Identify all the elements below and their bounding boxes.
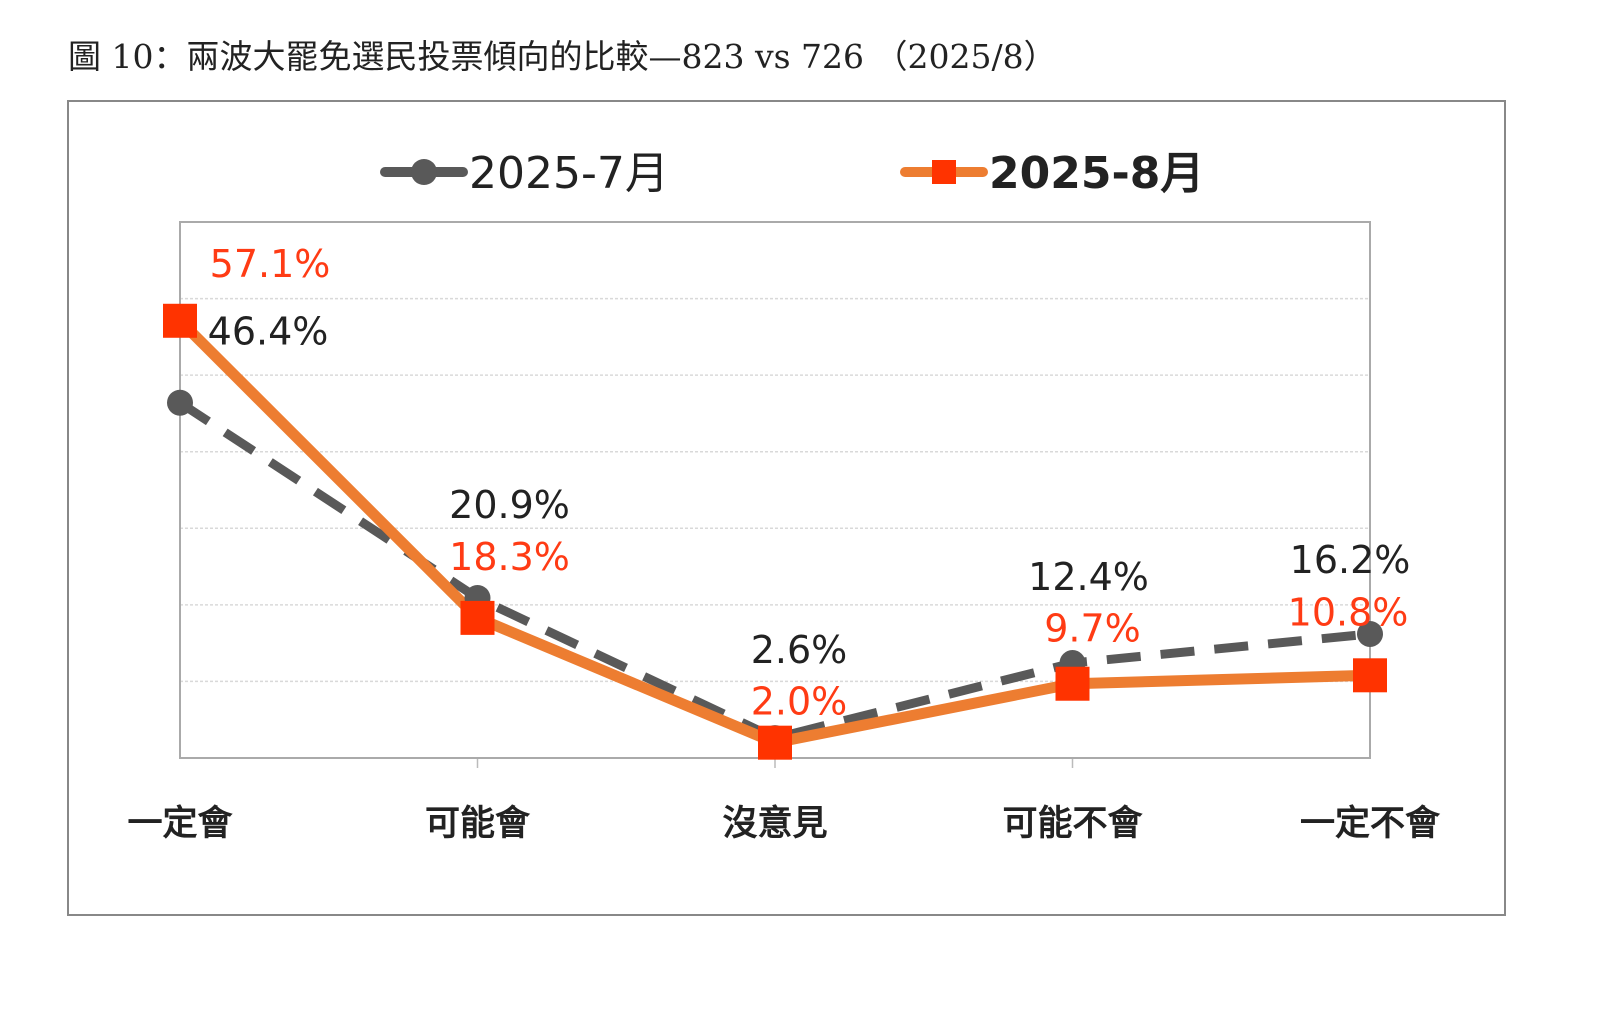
legend-label: 2025-7月 xyxy=(469,148,669,199)
legend-label: 2025-8月 xyxy=(989,148,1204,199)
x-tick-label: 一定會 xyxy=(127,804,233,844)
x-tick-label: 沒意見 xyxy=(722,804,827,844)
data-point-august xyxy=(1055,666,1090,701)
chart-title: 圖 10：兩波大罷免選民投票傾向的比較—823 vs 726 （2025/8） xyxy=(68,37,1057,76)
data-label-august: 10.8% xyxy=(1288,590,1409,634)
data-label-july: 12.4% xyxy=(1028,555,1149,599)
data-point-july xyxy=(167,389,193,416)
data-point-august xyxy=(163,303,197,338)
x-tick-label: 可能會 xyxy=(425,804,531,844)
data-label-july: 20.9% xyxy=(449,483,570,527)
data-point-august xyxy=(758,725,792,760)
legend-marker-square xyxy=(932,160,956,184)
data-label-august: 9.7% xyxy=(1044,607,1141,651)
data-label-july: 16.2% xyxy=(1290,538,1411,582)
x-tick-label: 可能不會 xyxy=(1002,804,1143,844)
data-point-august xyxy=(1353,658,1387,693)
legend-marker-circle xyxy=(411,159,437,185)
data-label-august: 57.1% xyxy=(210,242,331,286)
data-point-august xyxy=(460,600,495,635)
data-label-august: 2.0% xyxy=(751,680,848,724)
data-label-july: 46.4% xyxy=(208,310,329,354)
data-label-august: 18.3% xyxy=(449,535,570,579)
chart-frame xyxy=(67,100,1506,916)
data-label-july: 2.6% xyxy=(751,628,848,672)
data-point-july xyxy=(1357,620,1383,647)
x-tick-label: 一定不會 xyxy=(1300,804,1441,844)
series-line-july xyxy=(177,398,1371,743)
